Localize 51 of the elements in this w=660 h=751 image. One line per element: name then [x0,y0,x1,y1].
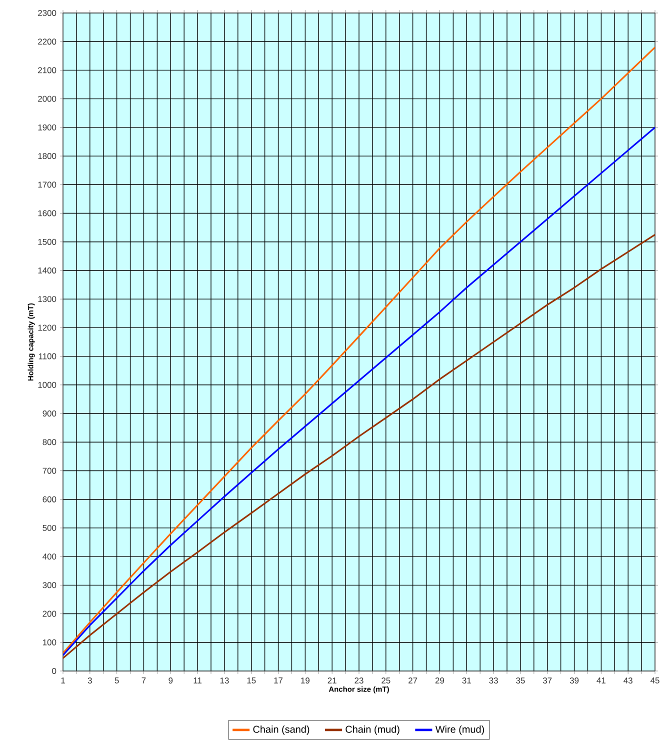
x-tick-label: 19 [301,678,310,684]
y-tick-label: 1700 [38,182,56,188]
y-tick-label: 800 [42,439,56,446]
x-tick-label: 25 [382,678,390,684]
y-tick-label: 2300 [38,10,56,16]
x-tick-label: 39 [570,678,579,684]
x-tick-label: 7 [142,678,146,684]
legend-label: Chain (mud) [346,726,400,735]
x-tick-label: 41 [596,678,606,684]
y-tick-label: 700 [42,468,56,474]
y-tick-label: 600 [42,496,56,502]
x-tick-label: 33 [489,678,498,684]
y-tick-label: 1800 [38,153,56,160]
legend-label: Wire (mud) [435,726,484,735]
y-tick-label: 1900 [38,124,56,130]
x-tick-label: 9 [168,678,173,684]
y-tick-label: 2100 [38,67,56,74]
y-tick-label: 900 [42,410,56,417]
x-tick-label: 35 [516,678,525,684]
legend-label: Chain (sand) [253,726,310,735]
x-tick-label: 13 [220,678,229,684]
y-tick-label: 500 [42,524,56,531]
x-tick-label: 23 [354,678,364,684]
x-tick-label: 3 [88,678,92,684]
x-tick-label: 37 [542,678,552,684]
y-tick-label: 1100 [38,353,56,360]
x-tick-label: 29 [435,678,444,684]
x-tick-label: 21 [328,678,336,684]
y-tick-label: 1600 [38,210,56,216]
x-tick-label: 15 [247,678,256,684]
y-tick-label: 200 [42,610,56,617]
y-tick-label: 100 [42,639,56,646]
x-tick-label: 45 [650,678,660,684]
y-tick-label: 1300 [38,296,56,302]
y-tick-label: 2000 [38,96,56,102]
y-tick-label: 400 [42,554,56,560]
y-tick-label: 0 [52,668,56,674]
x-tick-label: 5 [114,678,119,684]
line-series [63,234,656,659]
y-tick-label: 300 [42,582,56,588]
y-tick-label: 1500 [38,238,56,245]
x-tick-label: 27 [408,678,418,684]
x-tick-label: 1 [61,678,65,684]
y-tick-label: 1000 [38,382,56,388]
y-tick-label: 2200 [38,38,56,45]
y-tick-label: 1400 [38,267,56,274]
x-tick-label: 11 [194,678,202,684]
x-tick-label: 17 [274,678,283,684]
x-tick-label: 31 [462,678,471,684]
x-tick-label: 43 [624,678,632,684]
y-tick-label: 1200 [38,324,56,331]
